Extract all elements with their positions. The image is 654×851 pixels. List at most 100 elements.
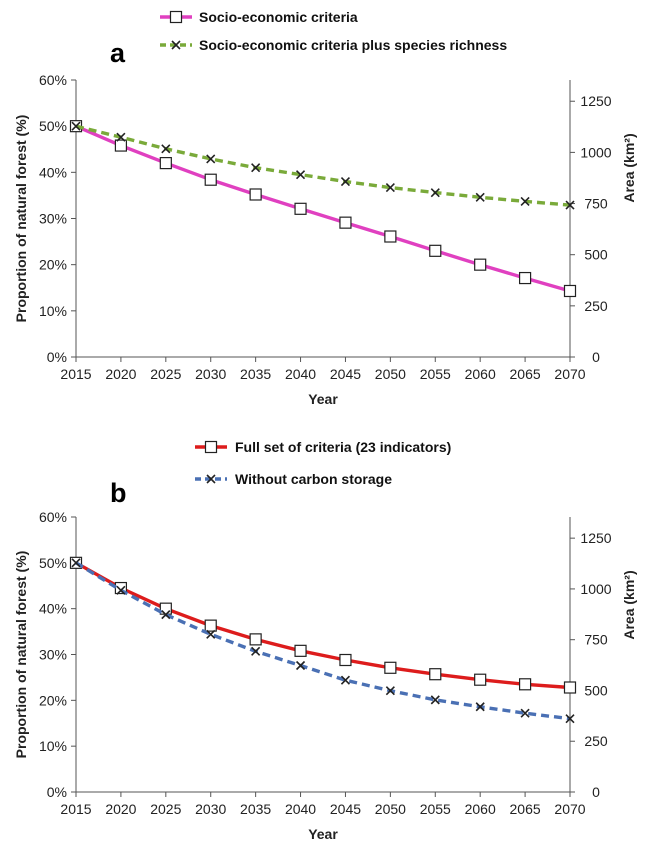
y2-tick-label: 750 <box>584 632 608 648</box>
y2-tick-label: 500 <box>584 247 608 263</box>
data-point-x <box>71 121 81 131</box>
legend-entry-1: Socio-economic criteria plus species ric… <box>160 37 507 53</box>
data-point-x <box>475 702 485 712</box>
x-marker-stroke <box>71 121 81 131</box>
y2-axis-label: Area (km²) <box>621 570 637 639</box>
data-point-x <box>385 686 395 696</box>
x-tick-label: 2030 <box>195 801 226 817</box>
x-marker-stroke <box>251 646 261 656</box>
x-marker-stroke <box>206 629 216 639</box>
y2-tick-label: 1250 <box>580 93 611 109</box>
data-point-x <box>295 170 306 180</box>
legend-entry-1: Without carbon storage <box>195 471 392 487</box>
y-tick-label: 30% <box>39 211 67 227</box>
data-point-square <box>114 139 128 152</box>
x-tick-label: 2070 <box>554 801 585 817</box>
x-tick-label: 2015 <box>60 366 91 382</box>
data-point-x <box>475 192 485 202</box>
data-point-x <box>206 629 216 639</box>
data-point-square <box>518 678 532 691</box>
x-marker-stroke <box>520 708 530 718</box>
x-tick-label: 2020 <box>105 366 136 382</box>
data-point-x <box>251 646 261 656</box>
x-tick-label: 2040 <box>285 801 316 817</box>
x-marker-stroke <box>385 686 395 696</box>
data-point-square <box>249 633 262 646</box>
data-point-square <box>429 668 442 681</box>
data-point-square <box>518 271 532 285</box>
x-tick-label: 2060 <box>465 366 496 382</box>
y2-tick-label: 1250 <box>580 530 611 546</box>
x-tick-label: 2020 <box>105 801 136 817</box>
x-tick-label: 2065 <box>510 366 541 382</box>
x-marker-stroke <box>475 192 485 202</box>
x-tick-label: 2025 <box>150 366 181 382</box>
y-tick-label: 20% <box>39 692 67 708</box>
y-tick-label: 50% <box>39 555 67 571</box>
x-marker-stroke <box>251 163 261 173</box>
data-point-square <box>384 230 397 243</box>
data-point-square <box>429 244 442 257</box>
x-tick-label: 2030 <box>195 366 226 382</box>
x-marker-stroke <box>206 154 216 164</box>
y2-tick-label: 250 <box>584 733 608 749</box>
x-marker-stroke <box>116 132 126 142</box>
x-tick-label: 2065 <box>510 801 541 817</box>
data-point-square <box>563 681 577 694</box>
data-point-square <box>159 602 172 615</box>
data-point-x <box>206 154 216 164</box>
legend-label: Socio-economic criteria plus species ric… <box>199 37 507 53</box>
y-tick-label: 30% <box>39 647 67 663</box>
y-axis-label: Proportion of natural forest (%) <box>13 551 29 759</box>
y2-tick-label: 1000 <box>580 581 611 597</box>
legend-marker <box>171 40 181 50</box>
y-tick-label: 60% <box>39 509 67 525</box>
x-tick-label: 2050 <box>375 366 406 382</box>
x-tick-label: 2035 <box>240 801 271 817</box>
series-line-1 <box>75 124 571 207</box>
data-point-x <box>385 183 395 193</box>
x-marker-stroke <box>116 585 126 595</box>
data-point-x <box>116 132 126 142</box>
x-marker-stroke <box>565 714 575 724</box>
data-point-x <box>430 188 440 198</box>
x-tick-label: 2050 <box>375 801 406 817</box>
y2-tick-label: 1000 <box>580 144 611 160</box>
data-point-square <box>474 258 487 271</box>
data-point-x <box>430 695 440 705</box>
x-axis-label: Year <box>308 826 338 842</box>
data-point-x <box>340 177 351 187</box>
y-tick-label: 0% <box>47 784 67 800</box>
legend-label: Without carbon storage <box>235 471 392 487</box>
x-marker-stroke <box>161 144 171 154</box>
y-tick-label: 10% <box>39 303 67 319</box>
x-tick-label: 2060 <box>465 801 496 817</box>
legend-entry-0: Socio-economic criteria <box>160 9 358 25</box>
x-marker-stroke <box>430 188 440 198</box>
series-line-0 <box>75 124 571 293</box>
y-tick-label: 0% <box>47 349 67 365</box>
x-marker-stroke <box>295 170 306 180</box>
series-line-1 <box>75 561 571 721</box>
data-point-square <box>474 673 487 686</box>
data-point-x <box>71 558 81 568</box>
y2-tick-label: 500 <box>584 682 608 698</box>
x-tick-label: 2015 <box>60 801 91 817</box>
x-marker-stroke <box>385 183 395 193</box>
data-point-square <box>563 284 577 298</box>
legend-label: Full set of criteria (23 indicators) <box>235 439 451 455</box>
chart-panel-b: 0% 10% 20% 30% 40% 50% 60% 0 250 500 750 1000 1250 20… <box>13 439 637 842</box>
legend-marker <box>204 440 218 454</box>
y2-tick-label: 0 <box>592 349 600 365</box>
x-axis-label: Year <box>308 391 338 407</box>
data-point-x <box>520 196 530 206</box>
y-tick-label: 50% <box>39 118 67 134</box>
x-tick-label: 2055 <box>420 801 451 817</box>
data-point-x <box>565 200 575 210</box>
x-marker-stroke <box>71 558 81 568</box>
y-tick-label: 40% <box>39 601 67 617</box>
x-tick-label: 2070 <box>554 366 585 382</box>
x-marker-stroke <box>340 177 351 187</box>
panel-letter: a <box>110 38 126 68</box>
x-tick-label: 2045 <box>330 801 361 817</box>
